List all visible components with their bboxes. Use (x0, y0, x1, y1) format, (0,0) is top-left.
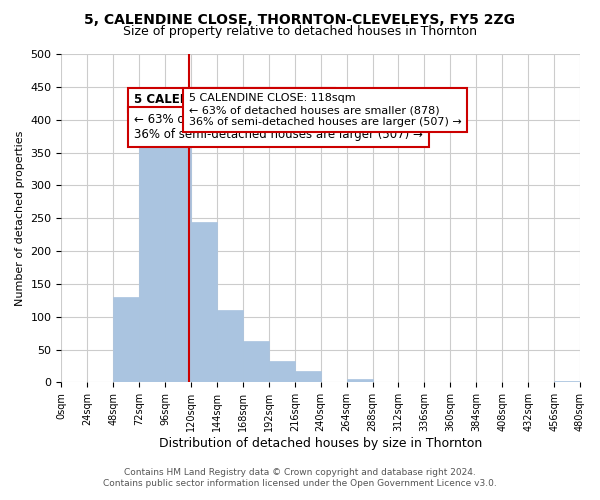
Bar (243, 341, 269, 382)
Y-axis label: Number of detached properties: Number of detached properties (15, 130, 25, 306)
Bar (139, 136, 165, 382)
X-axis label: Distribution of detached houses by size in Thornton: Distribution of detached houses by size … (159, 437, 482, 450)
Bar (191, 222, 217, 382)
Text: ← 63% of detached houses are smaller (878)
36% of semi-detached houses are large: ← 63% of detached houses are smaller (87… (134, 113, 423, 141)
Bar (217, 310, 243, 382)
Text: Size of property relative to detached houses in Thornton: Size of property relative to detached ho… (123, 25, 477, 38)
Bar (554, 381, 580, 382)
Bar (295, 372, 321, 382)
Bar (113, 297, 139, 382)
Text: 5 CALENDINE CLOSE: 118sqm
← 63% of detached houses are smaller (878)
36% of semi: 5 CALENDINE CLOSE: 118sqm ← 63% of detac… (189, 94, 461, 126)
Bar (347, 378, 373, 382)
Bar (269, 362, 295, 382)
Text: Contains HM Land Registry data © Crown copyright and database right 2024.
Contai: Contains HM Land Registry data © Crown c… (103, 468, 497, 487)
Text: 5, CALENDINE CLOSE, THORNTON-CLEVELEYS, FY5 2ZG: 5, CALENDINE CLOSE, THORNTON-CLEVELEYS, … (85, 12, 515, 26)
Text: 5 CALENDINE CLOSE: 118sqm: 5 CALENDINE CLOSE: 118sqm (134, 94, 329, 106)
Bar (165, 110, 191, 382)
